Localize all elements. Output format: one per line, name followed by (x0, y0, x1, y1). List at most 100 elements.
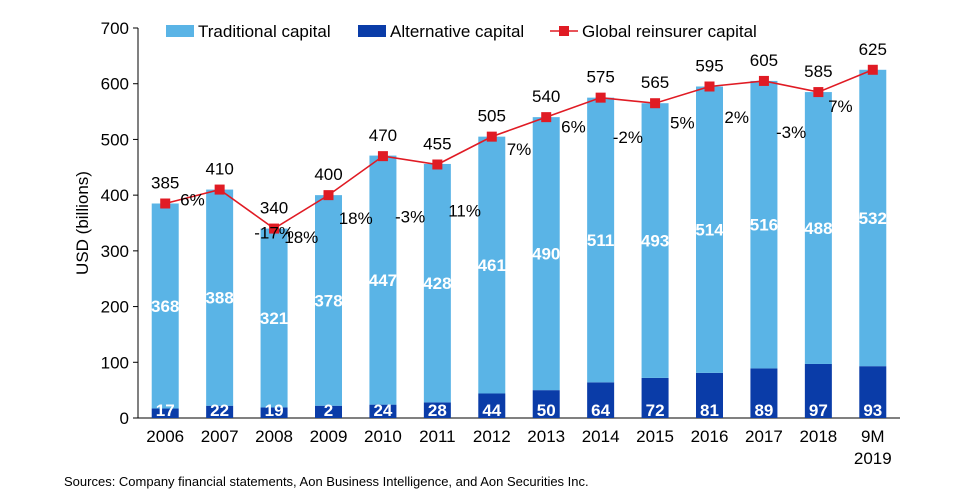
line-point-global-reinsurer-capital (595, 92, 606, 103)
bar-alternative-capital (804, 363, 832, 418)
data-label-total: 410 (205, 160, 233, 179)
x-tick-label: 2018 (799, 427, 837, 446)
bar-alternative-capital (641, 377, 669, 418)
data-label-total: 385 (151, 174, 179, 193)
data-label-growth: 18% (339, 209, 373, 228)
data-label-total: 540 (532, 87, 560, 106)
chart-labels: 368 17 385 388 22 410 321 19 340 378 2 400 447 24 470 4… (151, 40, 887, 420)
bar-traditional-capital (587, 97, 615, 383)
bar-alternative-capital (151, 408, 179, 418)
line-point-global-reinsurer-capital (758, 75, 769, 86)
bar-traditional-capital (206, 189, 234, 406)
bar-traditional-capital (750, 80, 778, 369)
data-label-alternative: 97 (809, 401, 828, 420)
bar-alternative-capital (260, 407, 288, 418)
data-label-traditional: 378 (314, 291, 342, 310)
line-point-global-reinsurer-capital (650, 98, 661, 109)
data-label-traditional: 388 (205, 289, 233, 308)
data-label-alternative: 17 (156, 401, 175, 420)
bar-traditional-capital (260, 228, 288, 408)
data-label-alternative: 2 (324, 401, 333, 420)
data-label-growth: -3% (776, 123, 806, 142)
chart-axes: 0 100 200 300 400 500 600 700 USD (billions) 2006… (73, 19, 900, 468)
bar-alternative-capital (206, 405, 234, 418)
data-label-traditional: 321 (260, 309, 288, 328)
data-label-total: 595 (695, 57, 723, 76)
legend-label: Global reinsurer capital (582, 22, 757, 41)
data-label-alternative: 64 (591, 401, 610, 420)
data-label-growth: 5% (670, 114, 695, 133)
line-point-global-reinsurer-capital (214, 184, 225, 195)
bar-alternative-capital (696, 372, 723, 418)
data-label-alternative: 89 (754, 401, 773, 420)
line-point-global-reinsurer-capital (432, 159, 443, 170)
x-tick-label: 2012 (473, 427, 511, 446)
chart-line (160, 64, 878, 234)
bar-alternative-capital (315, 405, 342, 418)
data-label-total: 605 (750, 51, 778, 70)
data-label-alternative: 22 (210, 401, 229, 420)
bar-alternative-capital (859, 366, 887, 418)
data-label-growth: 2% (724, 108, 749, 127)
data-label-total: 575 (586, 68, 614, 87)
data-label-traditional: 368 (151, 297, 179, 316)
legend-label: Traditional capital (198, 22, 331, 41)
chart-legend: Traditional capital Alternative capital Gl… (166, 22, 757, 41)
data-label-growth: -2% (613, 128, 643, 147)
data-label-alternative: 44 (482, 401, 501, 420)
x-tick-label: 2015 (636, 427, 674, 446)
line-global-reinsurer-capital (165, 69, 874, 230)
bar-alternative-capital (369, 404, 397, 418)
data-label-total: 505 (478, 107, 506, 126)
data-label-growth: 6% (180, 191, 205, 210)
bar-alternative-capital (478, 393, 506, 418)
y-tick-label: 200 (101, 298, 129, 317)
x-tick-label: 2014 (582, 427, 620, 446)
bar-traditional-capital (478, 136, 506, 394)
data-label-total: 455 (423, 135, 451, 154)
source-note: Sources: Company financial statements, A… (64, 474, 589, 489)
bar-traditional-capital (315, 195, 342, 406)
x-tick-label: 2017 (745, 427, 783, 446)
x-tick-label: 2011 (419, 427, 456, 446)
data-label-total: 340 (260, 199, 288, 218)
data-label-total: 400 (314, 165, 342, 184)
reinsurance-capital-chart: 0 100 200 300 400 500 600 700 USD (billions) 2006… (73, 19, 900, 468)
data-label-total: 585 (804, 62, 832, 81)
line-point-global-reinsurer-capital (704, 81, 715, 92)
data-label-alternative: 50 (537, 401, 556, 420)
legend-label: Alternative capital (390, 22, 524, 41)
x-tick-label: 9M 2019 (854, 427, 892, 468)
chart-bars (151, 69, 887, 418)
legend-swatch (358, 25, 386, 37)
data-label-growth: 7% (828, 97, 853, 116)
bar-traditional-capital (369, 155, 397, 405)
data-label-traditional: 490 (532, 245, 560, 264)
bar-alternative-capital (750, 368, 778, 418)
y-tick-label: 0 (120, 409, 129, 428)
data-label-growth: 6% (561, 118, 586, 137)
data-label-growth: 7% (507, 140, 532, 159)
bar-traditional-capital (641, 103, 669, 378)
data-label-traditional: 493 (641, 232, 669, 251)
data-label-growth: 11% (448, 202, 481, 221)
data-label-growth: 18% (284, 228, 318, 247)
line-point-global-reinsurer-capital (867, 64, 878, 75)
y-tick-label: 300 (101, 242, 129, 261)
x-tick-label: 2013 (527, 427, 565, 446)
y-tick-label: 600 (101, 75, 129, 94)
y-tick-label: 100 (101, 353, 129, 372)
bar-traditional-capital (804, 92, 832, 364)
data-label-growth: -17% (254, 224, 294, 243)
y-tick-label: 500 (101, 130, 129, 149)
data-label-traditional: 428 (423, 274, 451, 293)
x-tick-label: 2006 (146, 427, 184, 446)
data-label-traditional: 532 (859, 209, 887, 228)
data-label-traditional: 488 (804, 219, 832, 238)
x-tick-label: 2007 (201, 427, 239, 446)
data-label-alternative: 24 (373, 401, 392, 420)
data-label-traditional: 511 (587, 231, 614, 250)
data-label-alternative: 19 (265, 401, 284, 420)
data-label-alternative: 81 (700, 401, 719, 420)
data-label-total: 625 (859, 40, 887, 59)
